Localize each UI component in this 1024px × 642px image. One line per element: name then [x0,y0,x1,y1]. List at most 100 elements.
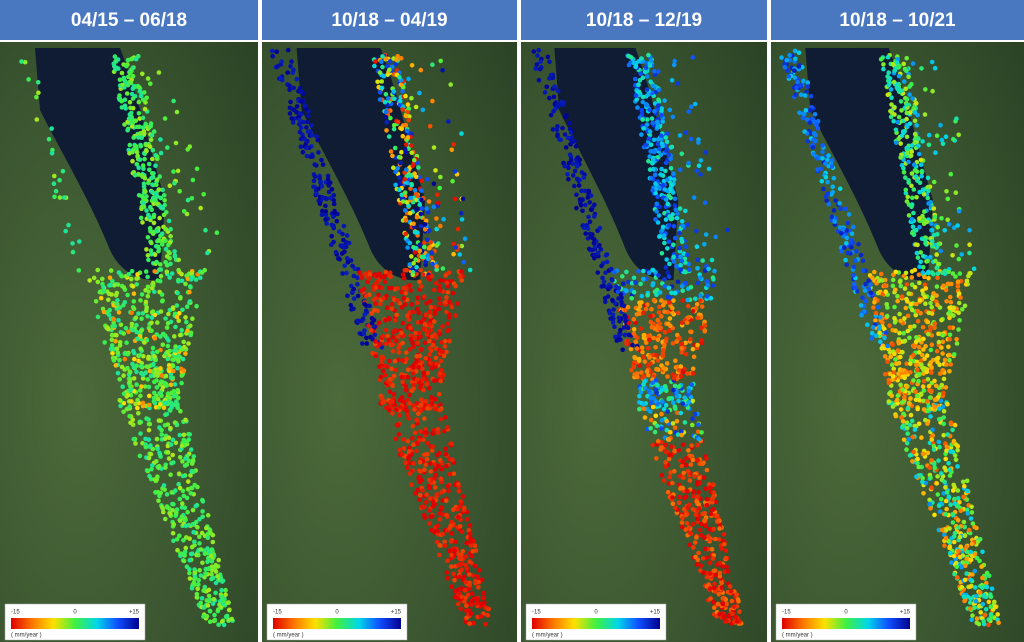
point [152,400,158,406]
point [634,346,640,351]
point [418,334,423,340]
point [671,242,676,248]
point [633,93,639,98]
point [379,395,385,401]
point [979,564,984,569]
point [373,339,378,344]
point [951,553,957,559]
point [204,614,210,619]
point [207,597,213,603]
point [192,567,197,572]
point [674,264,679,269]
point [652,68,657,74]
point [351,306,356,312]
point [427,496,433,501]
point [911,378,916,383]
point [418,428,423,434]
point [640,99,646,105]
point [57,177,62,183]
point [679,219,685,224]
point [300,149,306,155]
point [351,286,357,292]
point [174,303,180,308]
point [133,401,138,407]
point [625,304,631,310]
point [421,370,427,376]
point [26,77,31,82]
point [700,258,705,263]
point [373,353,379,359]
point [417,242,423,247]
point [414,300,420,306]
point [664,148,669,153]
point [472,563,478,569]
point [882,354,888,359]
point [712,568,718,573]
point [111,61,117,67]
point [127,369,133,375]
point [679,151,685,157]
point [324,221,329,226]
point [152,252,158,257]
point [340,231,345,237]
point [34,117,40,122]
point [430,431,435,437]
point [956,300,962,306]
point [881,62,886,67]
point [391,126,397,132]
point [926,383,932,389]
point [213,569,219,574]
point [60,168,66,174]
point [387,59,393,64]
point [696,550,701,556]
point [328,195,333,201]
point [113,293,119,298]
point [331,214,336,220]
point [197,517,202,522]
point [408,333,413,339]
point [651,335,656,341]
point [414,448,419,454]
point [670,421,676,426]
point [320,162,326,167]
point [130,417,136,423]
point [398,82,404,88]
point [667,316,673,321]
point [209,564,215,569]
point [955,464,960,469]
point [108,268,114,273]
point [393,169,398,175]
point [895,119,901,125]
point [646,388,652,393]
point [411,382,417,388]
point [473,581,478,586]
point [159,432,164,437]
point [681,470,686,476]
point [148,137,154,142]
point [440,498,445,503]
point [399,149,404,155]
point [926,275,931,281]
point [708,596,713,601]
point [419,206,425,211]
point [633,339,639,345]
point [971,266,977,272]
point [464,603,469,608]
point [390,411,395,416]
point [133,143,139,149]
point [414,207,419,213]
point [621,303,627,309]
point [202,584,208,590]
point [178,296,183,301]
point [664,418,669,424]
point [157,238,162,244]
point [399,126,404,132]
point [176,277,181,283]
point [463,579,468,585]
point [158,150,164,156]
point [403,113,409,119]
point [175,290,180,296]
point [688,284,694,290]
point [445,284,451,289]
point [170,375,175,381]
